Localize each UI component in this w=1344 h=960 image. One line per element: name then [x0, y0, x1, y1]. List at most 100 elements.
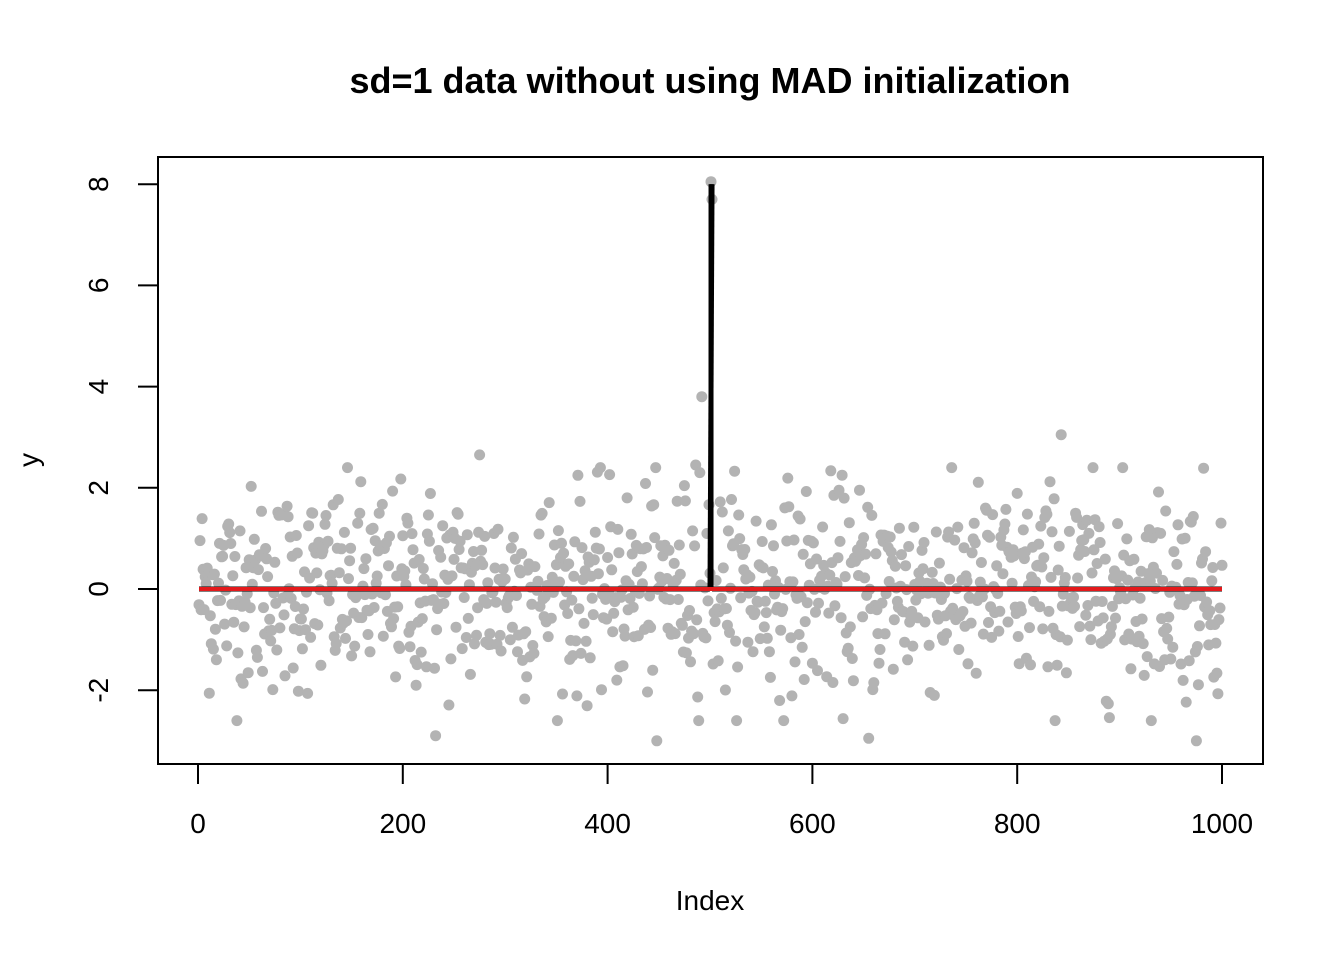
data-point [854, 484, 865, 496]
data-point [460, 632, 472, 643]
data-point [1122, 574, 1134, 586]
data-point [420, 661, 432, 673]
data-point [824, 569, 836, 581]
data-point [507, 531, 519, 543]
data-point [1091, 558, 1103, 569]
data-point [589, 526, 601, 538]
data-point [739, 544, 751, 555]
data-point [678, 480, 690, 492]
data-point [991, 560, 1003, 572]
data-point [362, 629, 374, 640]
data-point [229, 551, 241, 562]
data-point [611, 674, 623, 686]
data-point [1112, 518, 1124, 530]
data-point [472, 602, 484, 614]
data-point [866, 509, 878, 521]
data-point [786, 690, 798, 702]
data-point [521, 671, 533, 683]
data-point [1068, 591, 1079, 603]
data-point [807, 537, 819, 549]
data-point [1012, 631, 1024, 642]
data-point [885, 546, 897, 558]
data-point [732, 661, 744, 673]
data-point [1105, 621, 1117, 633]
data-point [919, 616, 931, 628]
data-point [223, 518, 235, 530]
data-point [556, 537, 567, 549]
data-point [227, 570, 239, 582]
data-point [296, 643, 308, 655]
data-point [244, 602, 256, 614]
data-point [889, 560, 901, 572]
data-point [551, 715, 563, 727]
data-point [1160, 505, 1172, 517]
data-point [1155, 527, 1167, 539]
data-point [1030, 576, 1042, 588]
data-point [606, 564, 618, 576]
data-point [373, 507, 385, 519]
data-point [592, 568, 604, 580]
data-point [234, 525, 246, 537]
data-point [231, 715, 243, 727]
data-point [787, 576, 799, 588]
data-point [1082, 600, 1094, 611]
data-point [812, 665, 823, 677]
data-point [571, 690, 583, 702]
data-point [687, 525, 699, 537]
data-point [392, 601, 404, 613]
data-point [617, 660, 629, 672]
data-point [968, 517, 980, 529]
data-point [1011, 487, 1023, 499]
data-point [742, 636, 754, 648]
data-point [1102, 698, 1114, 710]
data-point [1214, 602, 1226, 614]
data-point [926, 566, 938, 578]
data-point [387, 485, 399, 497]
data-point [1211, 667, 1223, 679]
data-point [726, 494, 737, 505]
data-point [295, 613, 307, 625]
data-point [1094, 537, 1106, 548]
data-point [962, 658, 974, 670]
data-point [303, 520, 315, 532]
data-point [761, 632, 773, 644]
data-point [388, 613, 400, 625]
data-point [1138, 669, 1150, 681]
data-point [528, 647, 540, 659]
data-point [332, 494, 344, 505]
data-point [407, 544, 419, 556]
data-point [640, 478, 651, 489]
y-tick-label: -2 [83, 678, 114, 703]
data-point [504, 634, 516, 646]
data-point [1179, 532, 1191, 544]
data-point [210, 654, 222, 666]
data-point [1025, 659, 1036, 671]
data-point [1074, 621, 1086, 633]
data-point [1071, 511, 1083, 523]
data-point [586, 592, 598, 604]
data-point [568, 570, 580, 582]
data-point [338, 526, 350, 538]
data-point [248, 533, 260, 545]
data-point [859, 572, 871, 584]
data-point [322, 535, 334, 547]
data-point [692, 691, 704, 703]
data-point [893, 522, 905, 534]
data-point [406, 528, 418, 540]
data-point [379, 589, 391, 601]
data-point [1172, 519, 1184, 531]
data-point [312, 619, 324, 631]
data-point [688, 628, 700, 640]
data-point [943, 526, 955, 538]
data-point [1163, 611, 1175, 623]
data-point [918, 537, 930, 548]
data-point [506, 621, 518, 633]
data-point [903, 541, 915, 552]
data-point [775, 624, 787, 636]
data-point [484, 628, 496, 640]
data-point [495, 645, 507, 657]
data-point [251, 651, 263, 663]
data-point [446, 570, 458, 582]
data-point [430, 730, 442, 742]
data-point [207, 643, 219, 655]
